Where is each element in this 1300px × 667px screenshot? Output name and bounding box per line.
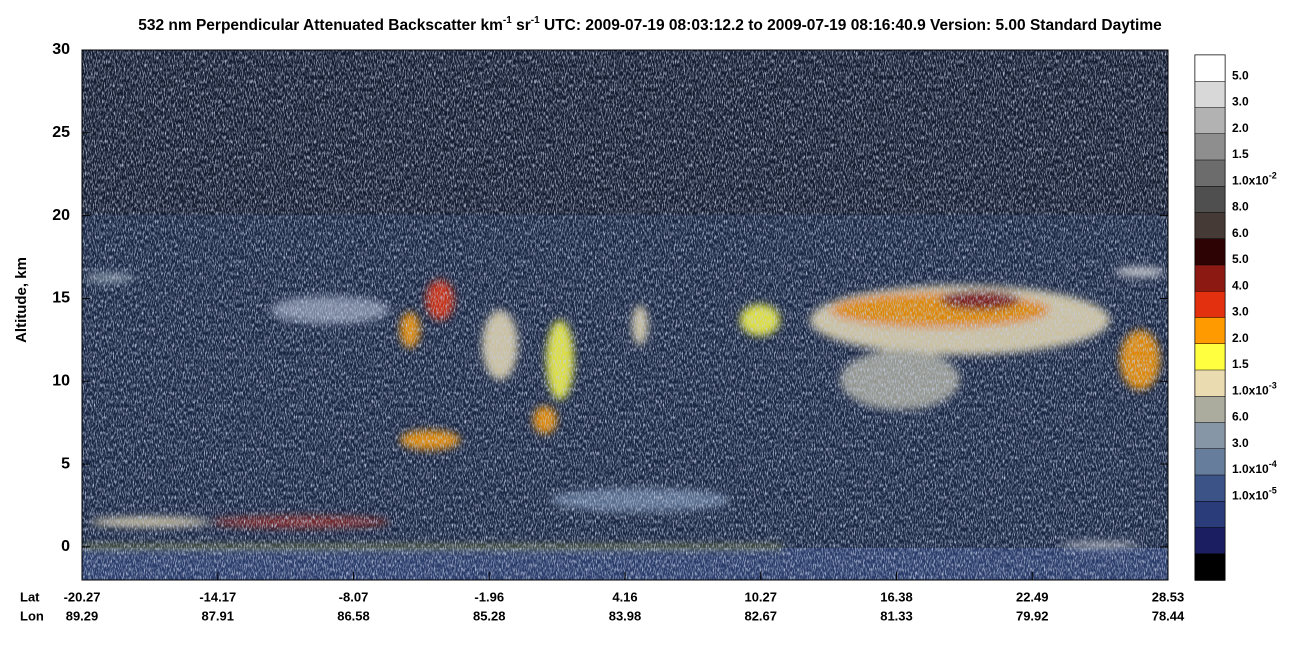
colorbar-label-text: 8.0 xyxy=(1232,200,1249,214)
colorbar-label-text: 1.0x10 xyxy=(1232,173,1269,187)
y-tick-label: 20 xyxy=(52,207,70,224)
colorbar-label: 4.0 xyxy=(1232,278,1249,292)
colorbar-label: 2.0 xyxy=(1232,331,1249,345)
colorbar-swatch xyxy=(1194,159,1226,187)
colorbar-label: 3.0 xyxy=(1232,305,1249,319)
colorbar-label: 1.5 xyxy=(1232,147,1249,161)
y-tick-label: 30 xyxy=(52,41,70,58)
x-tick-label: 4.16 xyxy=(612,589,637,604)
x-tick-label: 28.53 xyxy=(1152,589,1185,604)
colorbar-label: 5.0 xyxy=(1232,252,1249,266)
colorbar-label: 6.0 xyxy=(1232,410,1249,424)
backscatter-field xyxy=(82,50,1168,580)
x-row-name: Lon xyxy=(20,608,44,623)
x-tick-label: -14.17 xyxy=(199,589,236,604)
colorbar-swatch xyxy=(1194,186,1226,214)
title-text: UTC: 2009-07-19 08:03:12.2 to 2009-07-19… xyxy=(540,17,1162,34)
colorbar-label: 8.0 xyxy=(1232,200,1249,214)
x-tick-label: 85.28 xyxy=(473,608,506,623)
colorbar-label-text: 6.0 xyxy=(1232,410,1249,424)
x-tick-label: 22.49 xyxy=(1016,589,1049,604)
colorbar-label-text: 1.0x10 xyxy=(1232,383,1269,397)
colorbar-swatch xyxy=(1194,553,1226,581)
colorbar-label: 6.0 xyxy=(1232,226,1249,240)
colorbar-swatch xyxy=(1194,343,1226,371)
colorbar-label: 1.0x10-5 xyxy=(1232,486,1277,503)
y-tick-label: 15 xyxy=(52,290,70,307)
colorbar-label: 3.0 xyxy=(1232,436,1249,450)
colorbar-swatch xyxy=(1194,501,1226,529)
colorbar-label-exponent: -5 xyxy=(1269,486,1277,496)
colorbar-swatch xyxy=(1194,81,1226,109)
colorbar-swatch xyxy=(1194,54,1226,82)
y-tick-label: 5 xyxy=(61,455,70,472)
colorbar-label-exponent: -2 xyxy=(1269,171,1277,181)
colorbar-swatch xyxy=(1194,527,1226,555)
x-tick-label: 82.67 xyxy=(744,608,777,623)
colorbar-label: 1.0x10-4 xyxy=(1232,459,1277,476)
x-tick-label: 78.44 xyxy=(1152,608,1185,623)
colorbar-swatch xyxy=(1194,291,1226,319)
x-tick-label: 83.98 xyxy=(609,608,642,623)
colorbar-label: 1.0x10-3 xyxy=(1232,381,1277,398)
x-tick-label: 16.38 xyxy=(880,589,913,604)
colorbar-label-text: 3.0 xyxy=(1232,436,1249,450)
colorbar-swatch xyxy=(1194,448,1226,476)
colorbar-swatch xyxy=(1194,212,1226,240)
colorbar-label-text: 6.0 xyxy=(1232,226,1249,240)
colorbar-swatch xyxy=(1194,369,1226,397)
colorbar-label-exponent: -4 xyxy=(1269,459,1277,469)
colorbar-swatch xyxy=(1194,422,1226,450)
title-superscript: -1 xyxy=(503,15,512,26)
x-tick-label: -20.27 xyxy=(64,589,101,604)
colorbar-label-text: 5.0 xyxy=(1232,252,1249,266)
y-axis-label: Altitude, km xyxy=(13,257,30,343)
x-tick-label: -1.96 xyxy=(474,589,504,604)
colorbar-label-exponent: -3 xyxy=(1269,381,1277,391)
colorbar-label-text: 3.0 xyxy=(1232,305,1249,319)
colorbar-swatch xyxy=(1194,238,1226,266)
speckle-noise xyxy=(82,50,1168,580)
colorbar-label-text: 5.0 xyxy=(1232,68,1249,82)
x-tick-label: 89.29 xyxy=(66,608,99,623)
chart-title: 532 nm Perpendicular Attenuated Backscat… xyxy=(138,15,1162,34)
colorbar-label-text: 1.5 xyxy=(1232,147,1249,161)
colorbar-label: 2.0 xyxy=(1232,121,1249,135)
x-tick-label: -8.07 xyxy=(339,589,369,604)
x-tick-label: 86.58 xyxy=(337,608,370,623)
y-tick-label: 0 xyxy=(61,538,70,555)
colorbar-swatch xyxy=(1194,317,1226,345)
colorbar-swatch xyxy=(1194,264,1226,292)
colorbar-swatch xyxy=(1194,474,1226,502)
colorbar-label-text: 3.0 xyxy=(1232,95,1249,109)
y-tick-label: 25 xyxy=(52,124,70,141)
colorbar-label: 1.0x10-2 xyxy=(1232,171,1277,188)
colorbar-label: 3.0 xyxy=(1232,95,1249,109)
colorbar-label-text: 1.0x10 xyxy=(1232,462,1269,476)
colorbar-swatch xyxy=(1194,396,1226,424)
title-text: 532 nm Perpendicular Attenuated Backscat… xyxy=(138,17,503,34)
colorbar-label-text: 1.0x10 xyxy=(1232,488,1269,502)
x-tick-label: 10.27 xyxy=(744,589,777,604)
colorbar-label: 5.0 xyxy=(1232,68,1249,82)
y-tick-label: 10 xyxy=(52,372,70,389)
x-tick-label: 79.92 xyxy=(1016,608,1049,623)
colorbar-label-text: 1.5 xyxy=(1232,357,1249,371)
x-tick-label: 87.91 xyxy=(201,608,234,623)
title-superscript: -1 xyxy=(531,15,540,26)
colorbar-label-text: 4.0 xyxy=(1232,278,1249,292)
colorbar-label-text: 2.0 xyxy=(1232,331,1249,345)
colorbar-swatch xyxy=(1194,133,1226,161)
x-row-name: Lat xyxy=(20,589,40,604)
x-tick-label: 81.33 xyxy=(880,608,913,623)
colorbar-label: 1.5 xyxy=(1232,357,1249,371)
title-text: sr xyxy=(512,17,531,34)
colorbar-label-text: 2.0 xyxy=(1232,121,1249,135)
colorbar-swatch xyxy=(1194,107,1226,135)
